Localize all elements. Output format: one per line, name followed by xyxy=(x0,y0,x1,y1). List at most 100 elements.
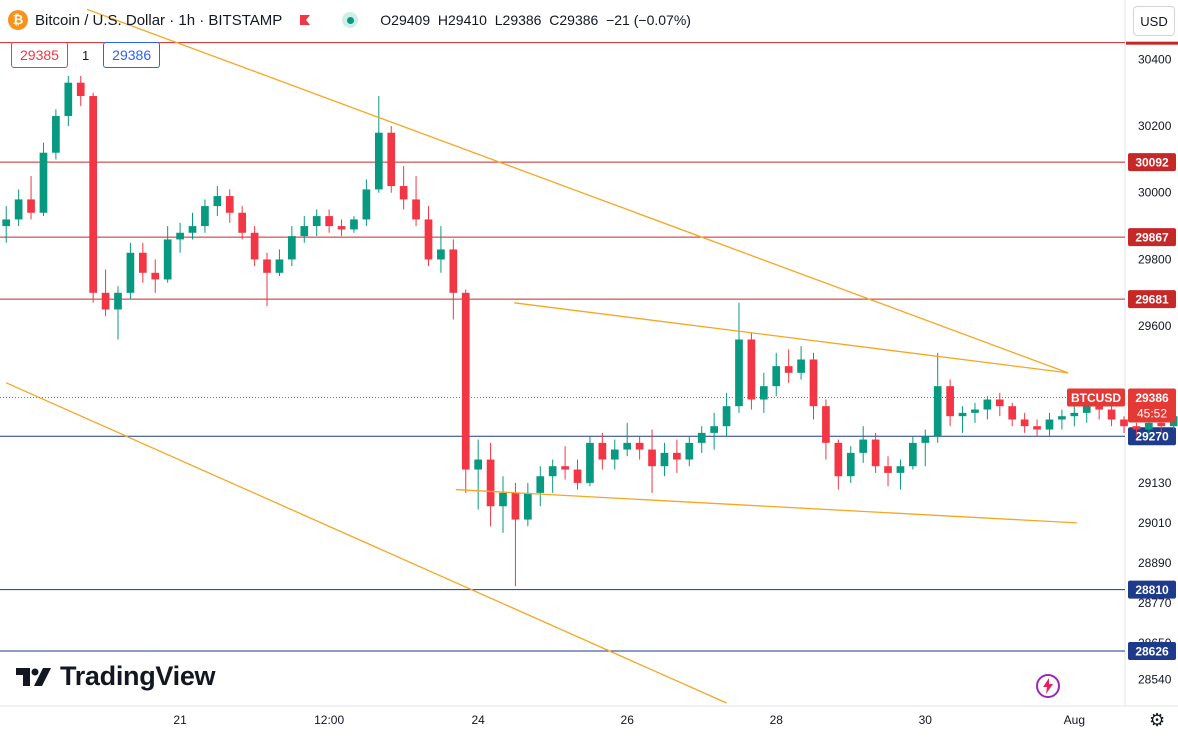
candle-body xyxy=(114,292,122,310)
y-tick-label: 30200 xyxy=(1138,119,1172,133)
x-tick-label: Aug xyxy=(1064,713,1085,727)
candle-body xyxy=(461,292,470,470)
candle-body xyxy=(14,199,23,220)
current-price-label: 29386 xyxy=(1135,391,1169,405)
candle-body xyxy=(374,132,383,190)
candle-body xyxy=(523,492,532,520)
candle-body xyxy=(76,82,85,97)
currency-selector[interactable]: USD xyxy=(1133,6,1175,36)
candle-body xyxy=(163,239,172,280)
level-tag-support xyxy=(1128,427,1176,446)
candle-body xyxy=(871,439,880,467)
candle-body xyxy=(772,366,781,387)
candle-body xyxy=(275,259,284,273)
candle-body xyxy=(710,426,718,433)
candle-body xyxy=(896,466,905,473)
candle-body xyxy=(971,409,979,413)
level-tag-resistance xyxy=(1128,153,1176,172)
flag-icon[interactable] xyxy=(298,13,312,27)
candle-body xyxy=(822,406,830,443)
y-tick-label: 29800 xyxy=(1138,252,1172,266)
candle-body xyxy=(1157,422,1166,427)
candle-body xyxy=(188,226,197,233)
symbol-title[interactable]: Bitcoin / U.S. Dollar · 1h · BITSTAMP xyxy=(35,11,283,29)
candle-body xyxy=(623,442,632,450)
candle-body xyxy=(784,366,793,373)
candle-body xyxy=(337,226,346,230)
lightning-icon[interactable] xyxy=(1035,673,1061,699)
candle-body xyxy=(1070,412,1079,417)
candle-body xyxy=(101,292,110,310)
candle-body xyxy=(958,412,967,417)
candle-body xyxy=(511,492,520,520)
candle-body xyxy=(399,186,408,200)
y-tick-label: 28770 xyxy=(1138,596,1172,610)
countdown-label: 45:52 xyxy=(1137,407,1167,421)
bitcoin-coin-icon: ₿ xyxy=(8,10,28,30)
candle-body xyxy=(250,232,259,260)
y-tick-label: 30000 xyxy=(1138,186,1172,200)
brand-name: TradingView xyxy=(60,661,216,691)
x-tick-label: 12:00 xyxy=(314,713,344,727)
candle-body xyxy=(921,436,930,443)
change-readout: −21 (−0.07%) xyxy=(606,12,691,28)
trendline xyxy=(455,488,1077,524)
candle-body xyxy=(151,272,160,280)
candle-body xyxy=(225,196,234,213)
trendline xyxy=(86,8,1069,374)
candle-body xyxy=(909,442,917,467)
candle-body xyxy=(52,116,60,153)
tradingview-logo-icon xyxy=(16,667,51,686)
candle-body xyxy=(424,219,433,260)
candle-body xyxy=(933,386,942,437)
candle-body xyxy=(176,232,184,240)
candle-body xyxy=(648,449,656,467)
tradingview-logo: TradingView xyxy=(16,661,216,692)
candle-body xyxy=(362,189,371,220)
candle-body xyxy=(573,469,582,483)
candle-body xyxy=(983,399,992,410)
x-tick-label: 30 xyxy=(919,713,933,727)
candle-body xyxy=(735,339,743,407)
bid-button[interactable]: 29385 xyxy=(11,42,68,68)
y-tick-label: 30400 xyxy=(1138,52,1172,66)
spread-value: 1 xyxy=(81,47,90,63)
x-tick-label: 26 xyxy=(621,713,635,727)
trendline xyxy=(5,382,727,704)
candle-body xyxy=(610,449,619,460)
candle-body xyxy=(759,386,768,400)
candle-body xyxy=(797,359,805,373)
candle-body xyxy=(536,476,545,493)
settings-icon[interactable]: ⚙ xyxy=(1149,710,1166,730)
candle-body xyxy=(350,219,358,230)
candle-body xyxy=(660,452,669,467)
candle-body xyxy=(138,252,147,273)
candle-body xyxy=(300,226,309,237)
ask-button[interactable]: 29386 xyxy=(103,42,161,68)
candle-body xyxy=(486,459,495,507)
candle-body xyxy=(586,442,594,483)
candle-body xyxy=(1033,426,1041,430)
candle-body xyxy=(722,406,731,427)
candle-body xyxy=(64,82,73,117)
candle-body xyxy=(685,442,694,460)
bid-ask-panel: 29385 1 29386 xyxy=(11,42,161,68)
y-tick-label: 29130 xyxy=(1138,476,1172,490)
candle-body xyxy=(747,339,756,400)
level-tag-label: 29270 xyxy=(1135,430,1169,444)
candle-body xyxy=(598,442,607,460)
candle-body xyxy=(238,212,247,233)
candle-body xyxy=(1095,406,1104,410)
trendline xyxy=(514,302,1069,374)
candle-body xyxy=(697,432,706,443)
candle-body xyxy=(1082,406,1091,413)
candle-body xyxy=(263,259,271,273)
price-axis xyxy=(1125,0,1178,737)
candle-body xyxy=(387,132,396,187)
candle-body xyxy=(201,206,209,227)
level-tag-support xyxy=(1128,580,1176,599)
level-tag-resistance xyxy=(1128,290,1176,309)
candle-body xyxy=(809,359,818,407)
level-tag-label: 28626 xyxy=(1135,644,1169,658)
